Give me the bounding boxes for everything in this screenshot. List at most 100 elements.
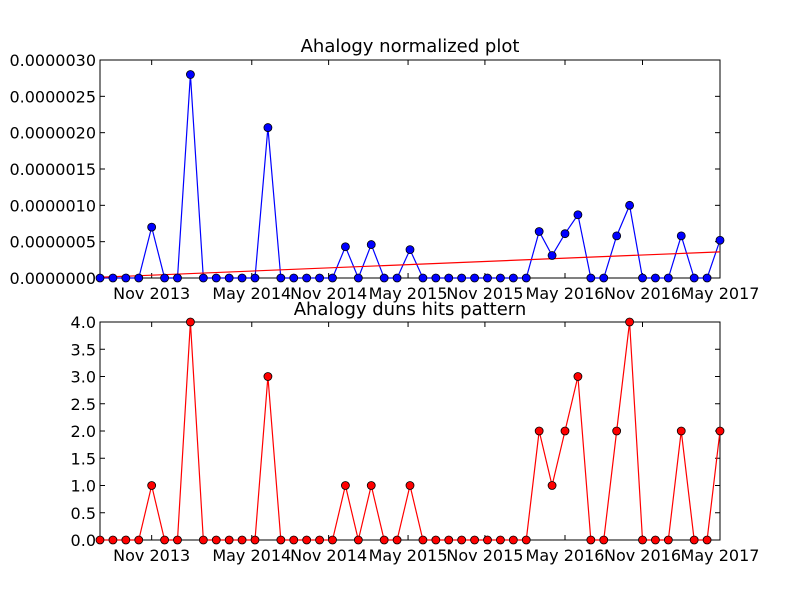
data-point — [573, 372, 583, 381]
y-tick-label: 1.5 — [71, 449, 96, 468]
data-point — [625, 200, 634, 210]
y-tick-label: 0.0000000 — [9, 269, 96, 288]
data-point — [211, 535, 221, 545]
x-tick-label: May 2014 — [212, 546, 291, 565]
data-point — [405, 245, 415, 255]
x-tick-label: Nov 2014 — [290, 546, 367, 565]
data-point — [121, 273, 131, 283]
data-point — [651, 535, 660, 545]
x-tick-label: May 2016 — [526, 284, 605, 303]
x-tick-label: Nov 2013 — [113, 284, 190, 303]
x-tick-label: Nov 2014 — [290, 284, 367, 303]
data-point — [625, 317, 634, 327]
data-point — [444, 273, 454, 283]
y-tick-label: 2.5 — [71, 395, 96, 414]
data-point — [134, 535, 144, 545]
data-point — [560, 229, 570, 239]
data-point — [534, 426, 544, 436]
data-point — [612, 231, 622, 241]
data-point — [638, 273, 647, 283]
data-point — [702, 535, 712, 545]
data-point — [224, 535, 234, 545]
x-tick-label: May 2016 — [526, 546, 605, 565]
x-tick-label: May 2015 — [369, 284, 448, 303]
data-point — [160, 273, 169, 283]
data-point — [147, 481, 157, 490]
data-point — [366, 481, 376, 490]
data-point — [470, 535, 479, 545]
data-point — [95, 535, 105, 545]
data-point — [353, 273, 363, 283]
data-point — [379, 535, 389, 545]
data-point — [95, 273, 105, 283]
data-point — [211, 273, 221, 283]
data-point — [121, 535, 131, 545]
data-point — [237, 535, 247, 545]
y-tick-label: 0.0000025 — [9, 87, 96, 106]
data-point — [315, 535, 324, 545]
data-point — [521, 535, 531, 545]
x-tick-label: May 2017 — [681, 284, 760, 303]
y-tick-label: 3.0 — [71, 368, 96, 387]
data-point — [341, 242, 350, 252]
duns-hits-plot-title: Ahalogy duns hits pattern — [294, 299, 527, 320]
x-tick-label: Nov 2015 — [446, 284, 523, 303]
y-tick-label: 2.0 — [71, 422, 96, 441]
data-point — [483, 273, 492, 283]
data-point — [276, 535, 286, 545]
data-point — [250, 273, 260, 283]
data-point — [392, 535, 402, 545]
data-point — [108, 535, 118, 545]
data-point — [237, 273, 247, 283]
data-point — [302, 273, 312, 283]
data-point — [173, 535, 182, 545]
data-point — [328, 273, 337, 283]
data-point — [366, 240, 376, 249]
data-point — [521, 273, 531, 283]
data-point — [496, 273, 505, 283]
trend-line — [99, 251, 721, 278]
data-point — [289, 273, 299, 283]
y-tick-label: 0.0000010 — [9, 196, 96, 215]
data-point — [702, 273, 712, 283]
data-point — [431, 535, 441, 545]
normalized-plot: Ahalogy normalized plot 0.0000000 0.00000… — [9, 36, 759, 303]
data-point — [108, 273, 118, 283]
data-point — [418, 535, 428, 545]
data-point — [483, 535, 492, 545]
x-tick-label: Nov 2016 — [604, 546, 681, 565]
data-point — [198, 535, 208, 545]
data-point — [444, 535, 454, 545]
data-point — [689, 273, 699, 283]
data-point — [405, 481, 415, 490]
data-point — [586, 273, 596, 283]
y-tick-label: 4.0 — [71, 313, 96, 332]
data-point — [341, 481, 350, 490]
data-point — [586, 535, 596, 545]
duns-hits-plot: Ahalogy duns hits pattern 0.0 0.5 1.0 1.5 2.… — [71, 299, 760, 565]
y-tick-label: 0.0000015 — [9, 160, 96, 179]
data-point — [315, 273, 324, 283]
y-tick-label: 3.5 — [71, 340, 96, 359]
data-point — [186, 70, 195, 79]
series-line — [100, 321, 721, 541]
data-point — [457, 273, 467, 283]
x-tick-label: May 2015 — [369, 546, 448, 565]
data-point — [508, 535, 518, 545]
data-point — [134, 273, 144, 283]
data-point — [431, 273, 441, 283]
data-point — [573, 210, 583, 220]
data-point — [534, 227, 544, 236]
y-tick-label: 0.0000020 — [9, 124, 96, 143]
data-point — [676, 231, 686, 241]
data-point — [328, 535, 337, 545]
data-point — [379, 273, 389, 283]
y-tick-label: 0.5 — [71, 504, 96, 523]
data-point — [560, 426, 570, 436]
data-point — [612, 426, 622, 436]
data-point — [392, 273, 402, 283]
y-tick-label: 0.0 — [71, 531, 96, 550]
data-point — [651, 273, 660, 283]
data-point — [263, 372, 273, 381]
data-point — [689, 535, 699, 545]
